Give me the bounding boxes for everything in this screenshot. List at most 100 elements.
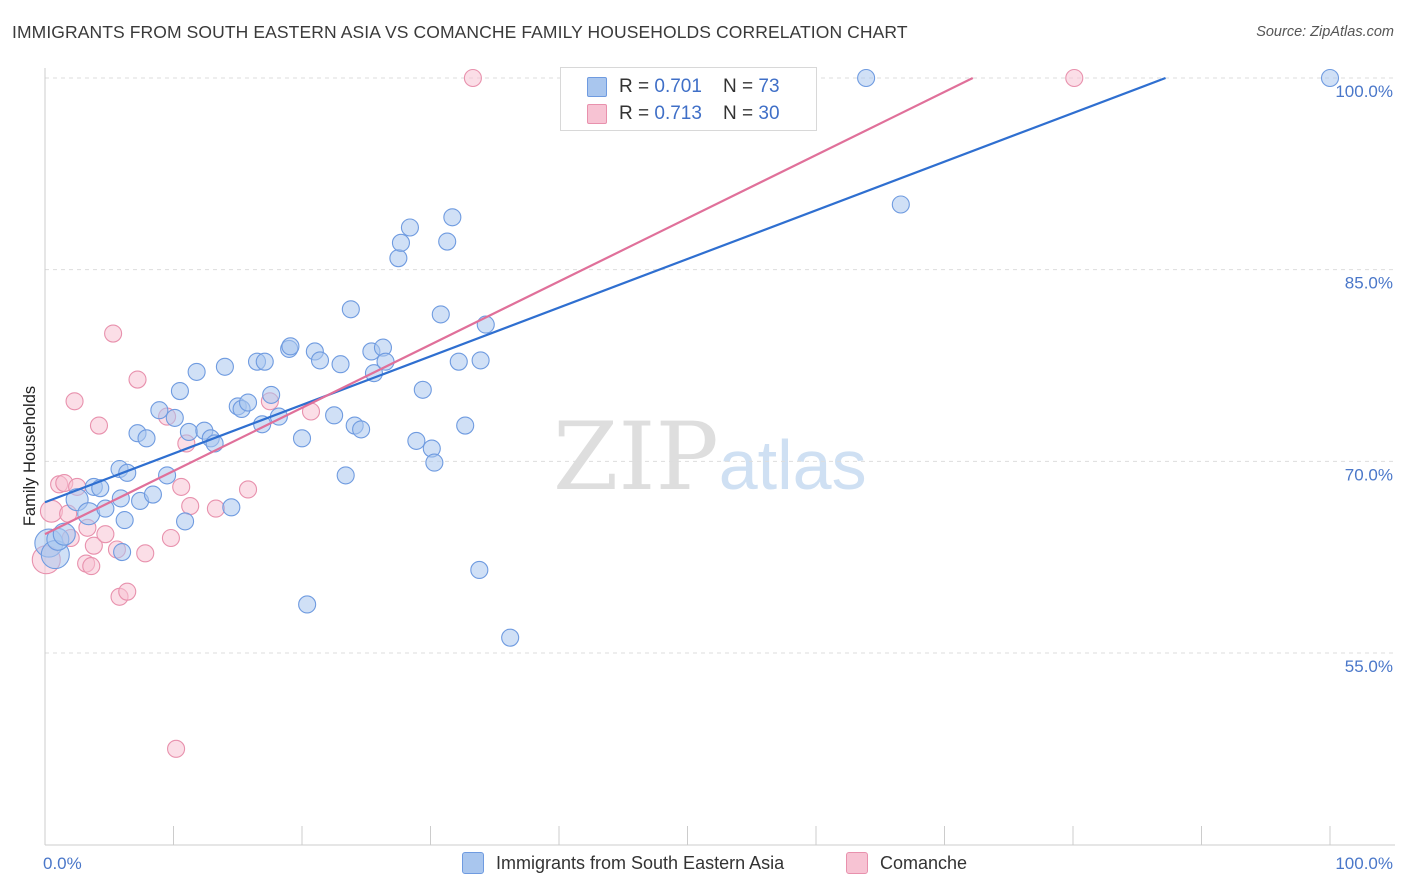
immigrants-point (400, 218, 419, 237)
comanche-point (128, 370, 147, 389)
immigrants-point (341, 300, 360, 319)
correlation-legend: R = 0.701 N = 73 R = 0.713 N = 30 (560, 67, 817, 131)
legend-n-label: N = (723, 76, 759, 97)
comanche-point (136, 544, 155, 563)
legend-swatch-pink (846, 852, 868, 874)
immigrants-point (111, 489, 130, 508)
legend-swatch-pink (587, 104, 607, 124)
comanche-point (172, 477, 191, 496)
immigrants-point (431, 305, 450, 324)
comanche-point (89, 416, 109, 435)
legend-swatch-blue (587, 77, 607, 97)
immigrants-point (170, 382, 189, 401)
legend-r-value: 0.713 (654, 103, 702, 124)
immigrants-point (150, 401, 169, 420)
immigrants-point (137, 429, 156, 448)
immigrants-point (891, 195, 910, 214)
immigrants-point (179, 422, 198, 441)
comanche-point (238, 480, 258, 499)
comanche-point (206, 499, 225, 518)
immigrants-point (471, 351, 490, 370)
trend-lines (44, 76, 1166, 536)
source-credit: Source: ZipAtlas.com (1256, 24, 1394, 40)
legend-label-immigrants: Immigrants from South Eastern Asia (496, 852, 785, 873)
immigrants-trend-line (44, 76, 1166, 504)
legend-item-immigrants[interactable]: Immigrants from South Eastern Asia (462, 852, 784, 874)
immigrants-point (413, 380, 432, 399)
legend-n-value: 73 (758, 76, 780, 97)
immigrants-point (443, 208, 462, 227)
y-tick-label: 100.0% (1335, 82, 1393, 101)
chart-title: IMMIGRANTS FROM SOUTH EASTERN ASIA VS CO… (12, 22, 908, 42)
y-tick-label: 55.0% (1345, 657, 1393, 676)
immigrants-point (425, 453, 444, 472)
comanche-point (161, 528, 180, 548)
comanche-point (82, 557, 101, 576)
comanche-point (463, 68, 482, 88)
immigrants-point (1320, 68, 1340, 88)
legend-n-label: N = (723, 103, 759, 124)
immigrants-point (292, 429, 312, 448)
watermark: ZIPatlas (553, 403, 867, 512)
legend-r-label: R = (619, 103, 655, 124)
immigrants-point (176, 512, 195, 531)
comanche-point (65, 392, 84, 411)
axes (44, 68, 1395, 846)
comanche-point (181, 497, 200, 516)
immigrants-point (310, 351, 330, 370)
immigrants-point (115, 511, 134, 530)
immigrants-point (165, 408, 184, 427)
immigrants-points (34, 68, 1340, 647)
immigrants-point (331, 355, 350, 374)
immigrants-point (456, 416, 475, 435)
legend-label-comanche: Comanche (880, 852, 968, 873)
legend-swatch-blue (462, 852, 484, 874)
immigrants-point (298, 595, 317, 614)
immigrants-point (449, 352, 468, 371)
comanche-points (31, 68, 1084, 758)
comanche-point (1065, 68, 1084, 88)
legend-r-value: 0.701 (654, 76, 702, 97)
watermark-atlas: atlas (718, 426, 867, 504)
comanche-point (39, 499, 63, 523)
gridlines (45, 77, 1395, 654)
immigrants-point (222, 498, 241, 517)
legend-item-comanche[interactable]: Comanche (846, 852, 967, 874)
comanche-point (96, 525, 115, 544)
immigrants-point (325, 406, 344, 425)
immigrants-point (113, 543, 132, 562)
immigrants-point (187, 362, 206, 381)
legend-r-label: R = (619, 76, 655, 97)
immigrants-point (857, 68, 876, 88)
x-tick-label-min: 0.0% (43, 854, 82, 873)
x-tick-label-max: 100.0% (1335, 854, 1393, 873)
immigrants-point (255, 352, 274, 371)
immigrants-point (470, 560, 489, 579)
comanche-point (104, 324, 123, 343)
y-axis-title: Family Households (21, 386, 39, 526)
immigrants-point (501, 628, 520, 647)
immigrants-point (215, 357, 234, 376)
watermark-zip: ZIP (553, 403, 719, 512)
immigrants-point (281, 337, 300, 356)
immigrants-point (391, 233, 410, 252)
immigrants-point (389, 249, 408, 268)
immigrants-point (352, 420, 371, 439)
immigrants-point (143, 485, 162, 504)
comanche-point (167, 739, 186, 758)
comanche-point (84, 536, 103, 555)
immigrants-point (262, 385, 281, 404)
y-tick-label: 70.0% (1345, 465, 1393, 484)
comanche-trend-line (44, 77, 974, 536)
axis-labels: 55.0% 70.0% 85.0% 100.0% 0.0% 100.0% Family Ho… (21, 82, 1393, 873)
immigrants-point (336, 466, 355, 485)
immigrants-point (407, 431, 426, 450)
comanche-point (118, 582, 137, 601)
immigrants-point (238, 393, 258, 412)
immigrants-point (438, 232, 457, 251)
immigrants-point (52, 522, 76, 546)
legend-n-value: 30 (758, 103, 780, 124)
immigrants-point (158, 466, 177, 485)
y-tick-label: 85.0% (1345, 274, 1393, 293)
